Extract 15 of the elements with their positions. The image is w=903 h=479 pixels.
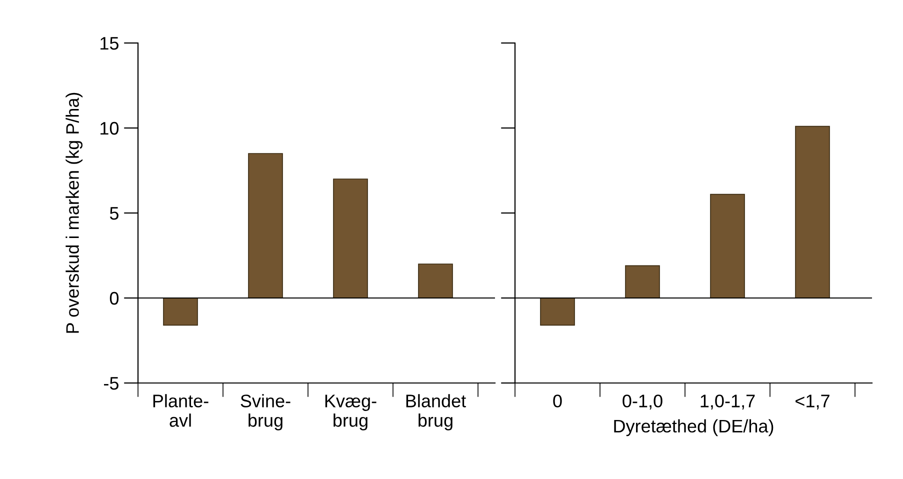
x-axis-title: Dyretæthed (DE/ha) <box>614 419 774 436</box>
x-tick-label: Blandet brug <box>406 394 466 430</box>
x-tick-label: 0-1,0 <box>622 394 662 410</box>
x-tick-label: Kvæg- brug <box>325 394 376 430</box>
x-tick-label: 0 <box>553 394 562 408</box>
y-tick-label: 5 <box>110 207 118 220</box>
x-tick-label: 1,0-1,7 <box>700 394 755 410</box>
y-tick-label: 0 <box>110 292 119 305</box>
y-tick-label: 10 <box>100 122 119 135</box>
y-tick-label: -5 <box>104 377 118 390</box>
x-tick-label: Svine- brug <box>240 394 290 430</box>
y-tick-label: 15 <box>100 37 118 50</box>
y-axis-title: P overskud i marken (kg P/ha) <box>66 92 82 333</box>
x-tick-label: Plante- avl <box>153 394 208 427</box>
x-tick-label: <1,7 <box>796 394 830 410</box>
